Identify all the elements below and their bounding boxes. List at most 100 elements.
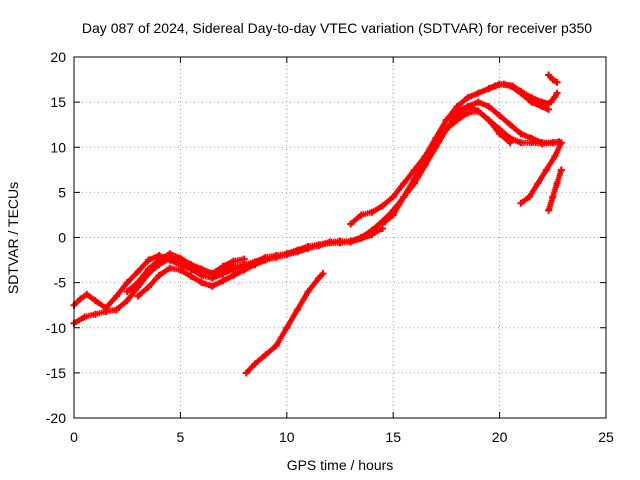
x-tick-label: 25 [598,429,614,445]
data-point [547,98,555,106]
data-point [166,264,174,272]
data-point [517,130,525,138]
data-point [113,292,121,300]
data-point [528,94,536,102]
data-point [357,211,365,219]
data-point [315,274,323,282]
data-point [262,256,270,264]
data-point [474,89,482,97]
data-point [545,206,553,214]
x-tick-label: 0 [70,429,78,445]
series-13 [547,89,561,106]
series-11 [545,166,565,214]
data-point [464,103,472,111]
data-point [198,279,206,287]
data-point [549,139,557,147]
y-tick-label: 20 [50,49,66,65]
data-point [272,253,280,261]
x-tick-label: 10 [279,429,295,445]
data-point [176,254,184,262]
data-point [219,270,227,278]
data-point [464,94,472,102]
data-point [293,248,301,256]
series-1 [70,224,387,327]
data-point [357,234,365,241]
data-point [240,255,248,263]
data-point [198,265,206,273]
data-point [81,313,89,321]
data-point [379,202,387,210]
data-point [283,251,291,259]
data-point [76,295,84,303]
data-point [319,270,327,278]
data-point [485,85,493,93]
data-point [464,109,472,117]
data-point [368,208,376,216]
data-point [251,261,259,269]
data-point [453,107,461,115]
data-point [304,244,312,252]
series-7 [442,103,563,148]
data-point [553,89,561,97]
chart-title: Day 087 of 2024, Sidereal Day-to-day VTE… [82,20,592,36]
x-tick-label: 20 [492,429,508,445]
data-point [176,266,184,274]
data-point [208,282,216,290]
y-tick-label: -20 [46,410,66,426]
data-point [557,166,565,174]
data-point [534,179,542,187]
data-point [400,179,408,187]
data-point [325,239,333,247]
y-tick-label: 5 [58,184,66,200]
data-point [123,279,131,287]
data-point [379,220,387,228]
data-point [113,306,121,314]
data-marks [70,71,565,377]
data-point [525,193,533,201]
data-point [538,140,546,148]
data-point [144,265,152,273]
data-point [155,271,163,279]
data-point [496,112,504,120]
series-9 [242,270,327,377]
data-point [187,261,195,269]
data-point [336,239,344,247]
series-8 [485,80,553,108]
data-point [368,226,376,234]
data-point [293,306,301,314]
data-point [198,271,206,279]
data-point [155,256,163,264]
data-point [474,98,482,106]
y-tick-label: -5 [54,275,67,291]
data-point [553,78,561,86]
data-point [187,272,195,280]
data-point [528,139,536,147]
data-point [500,80,508,88]
data-point [347,220,355,228]
data-point [485,116,493,124]
data-point [453,116,461,124]
data-point [304,288,312,296]
data-point [134,292,142,300]
data-point [474,107,482,115]
data-point [389,211,397,219]
x-tick-label: 5 [177,429,185,445]
data-point [542,166,550,174]
data-point [549,76,557,84]
data-point [485,103,493,111]
y-tick-label: 0 [58,230,66,246]
data-point [230,271,238,279]
data-point [123,297,131,305]
grid [74,57,606,418]
data-point [553,179,561,187]
x-axis-ticks: 0 5 10 15 20 25 [70,57,614,445]
data-point [262,351,270,359]
series-10 [517,139,565,207]
data-point [442,116,450,124]
data-point [410,175,418,183]
data-point [230,265,238,273]
x-axis-label: GPS time / hours [287,457,394,473]
data-point [315,242,323,250]
